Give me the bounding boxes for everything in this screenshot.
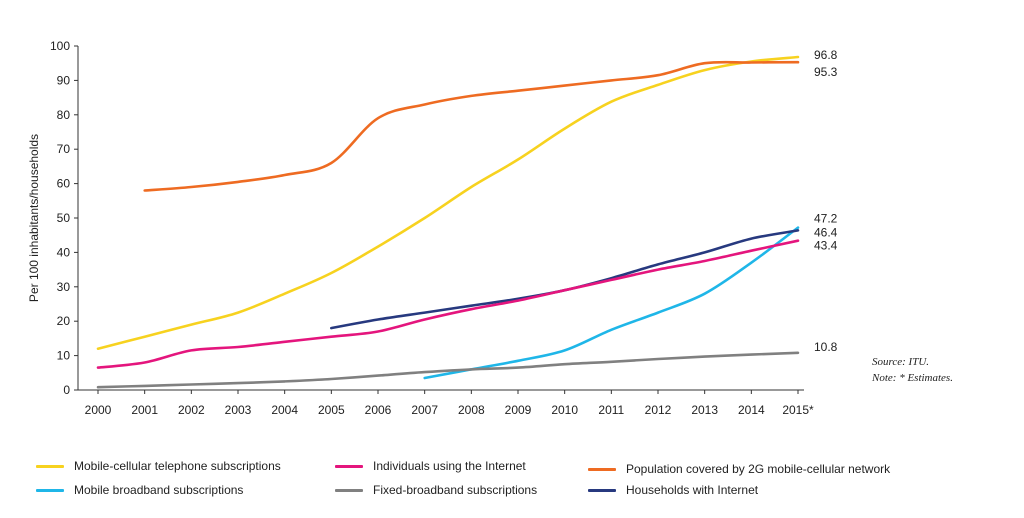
y-tick-label: 80	[57, 108, 71, 122]
x-tick-label: 2003	[225, 403, 252, 417]
label-layer: 96.8 95.3 47.246.443.4 10.8	[814, 48, 838, 354]
legend-item-mobile-cellular: Mobile-cellular telephone subscriptions	[36, 459, 281, 473]
series-line-5	[96, 351, 800, 389]
y-tick-label: 50	[57, 211, 71, 225]
y-tick-label: 100	[50, 39, 70, 53]
x-tick-label: 2015*	[782, 403, 814, 417]
legend-swatch	[36, 464, 64, 468]
x-tick-label: 2010	[551, 403, 578, 417]
x-tick-label: 2014	[738, 403, 765, 417]
legend-label: Population covered by 2G mobile-cellular…	[626, 462, 891, 476]
legend-swatch	[588, 488, 616, 492]
end-value-label: 96.8	[814, 48, 838, 62]
end-value-label: 95.3	[814, 65, 838, 79]
x-tick-label: 2012	[645, 403, 672, 417]
x-tick-label: 2000	[85, 403, 112, 417]
x-tick-label: 2001	[131, 403, 158, 417]
x-tick-label: 2009	[505, 403, 532, 417]
end-value-label: 47.2	[814, 212, 838, 226]
legend-label: Mobile broadband subscriptions	[74, 483, 244, 497]
legend-swatch	[335, 488, 363, 492]
x-tick-label: 2011	[598, 403, 624, 417]
series-line-4	[96, 239, 800, 369]
legend-item-fixed-broadband: Fixed-broadband subscriptions	[335, 483, 537, 497]
legend-swatch	[36, 488, 64, 492]
axes: 0 10 20 30 40 50 60 70 80 90 100 2000 2001 2002 2003 20…	[27, 39, 814, 417]
legend-label: Individuals using the Internet	[373, 459, 526, 473]
legend-swatch	[335, 464, 363, 468]
source-note: Source: ITU.	[872, 356, 930, 368]
legend-label: Households with Internet	[626, 483, 759, 497]
end-value-label: 43.4	[814, 239, 838, 253]
estimates-note: Note: * Estimates.	[872, 372, 953, 384]
legend-item-2g-coverage: Population covered by 2G mobile-cellular…	[588, 462, 890, 476]
x-tick-label: 2007	[411, 403, 438, 417]
y-tick-label: 30	[57, 280, 71, 294]
series-layer	[96, 55, 800, 389]
end-value-label: 46.4	[814, 225, 838, 239]
x-tick-label: 2006	[365, 403, 392, 417]
y-tick-label: 60	[57, 177, 71, 191]
x-tick-label: 2008	[458, 403, 485, 417]
x-tick-label: 2005	[318, 403, 345, 417]
y-tick-label: 90	[57, 73, 71, 87]
legend-item-mobile-broadband: Mobile broadband subscriptions	[36, 483, 243, 497]
series-line-1	[143, 60, 800, 192]
x-tick-label: 2013	[691, 403, 718, 417]
y-tick-label: 20	[57, 314, 71, 328]
series-line-2	[423, 226, 800, 380]
y-tick-label: 10	[57, 349, 71, 363]
y-tick-label: 40	[57, 245, 71, 259]
legend-item-households-internet: Households with Internet	[588, 483, 758, 497]
end-value-label: 10.8	[814, 340, 838, 354]
legend-item-individuals-internet: Individuals using the Internet	[335, 459, 526, 473]
x-tick-label: 2002	[178, 403, 205, 417]
series-line-0	[96, 55, 800, 350]
legend-label: Fixed-broadband subscriptions	[373, 483, 538, 497]
y-axis-label: Per 100 inhabitants/households	[27, 134, 41, 302]
legend-label: Mobile-cellular telephone subscriptions	[74, 459, 281, 473]
x-tick-label: 2004	[271, 403, 298, 417]
y-tick-label: 0	[63, 383, 70, 397]
y-tick-label: 70	[57, 142, 71, 156]
legend-swatch	[588, 467, 616, 471]
